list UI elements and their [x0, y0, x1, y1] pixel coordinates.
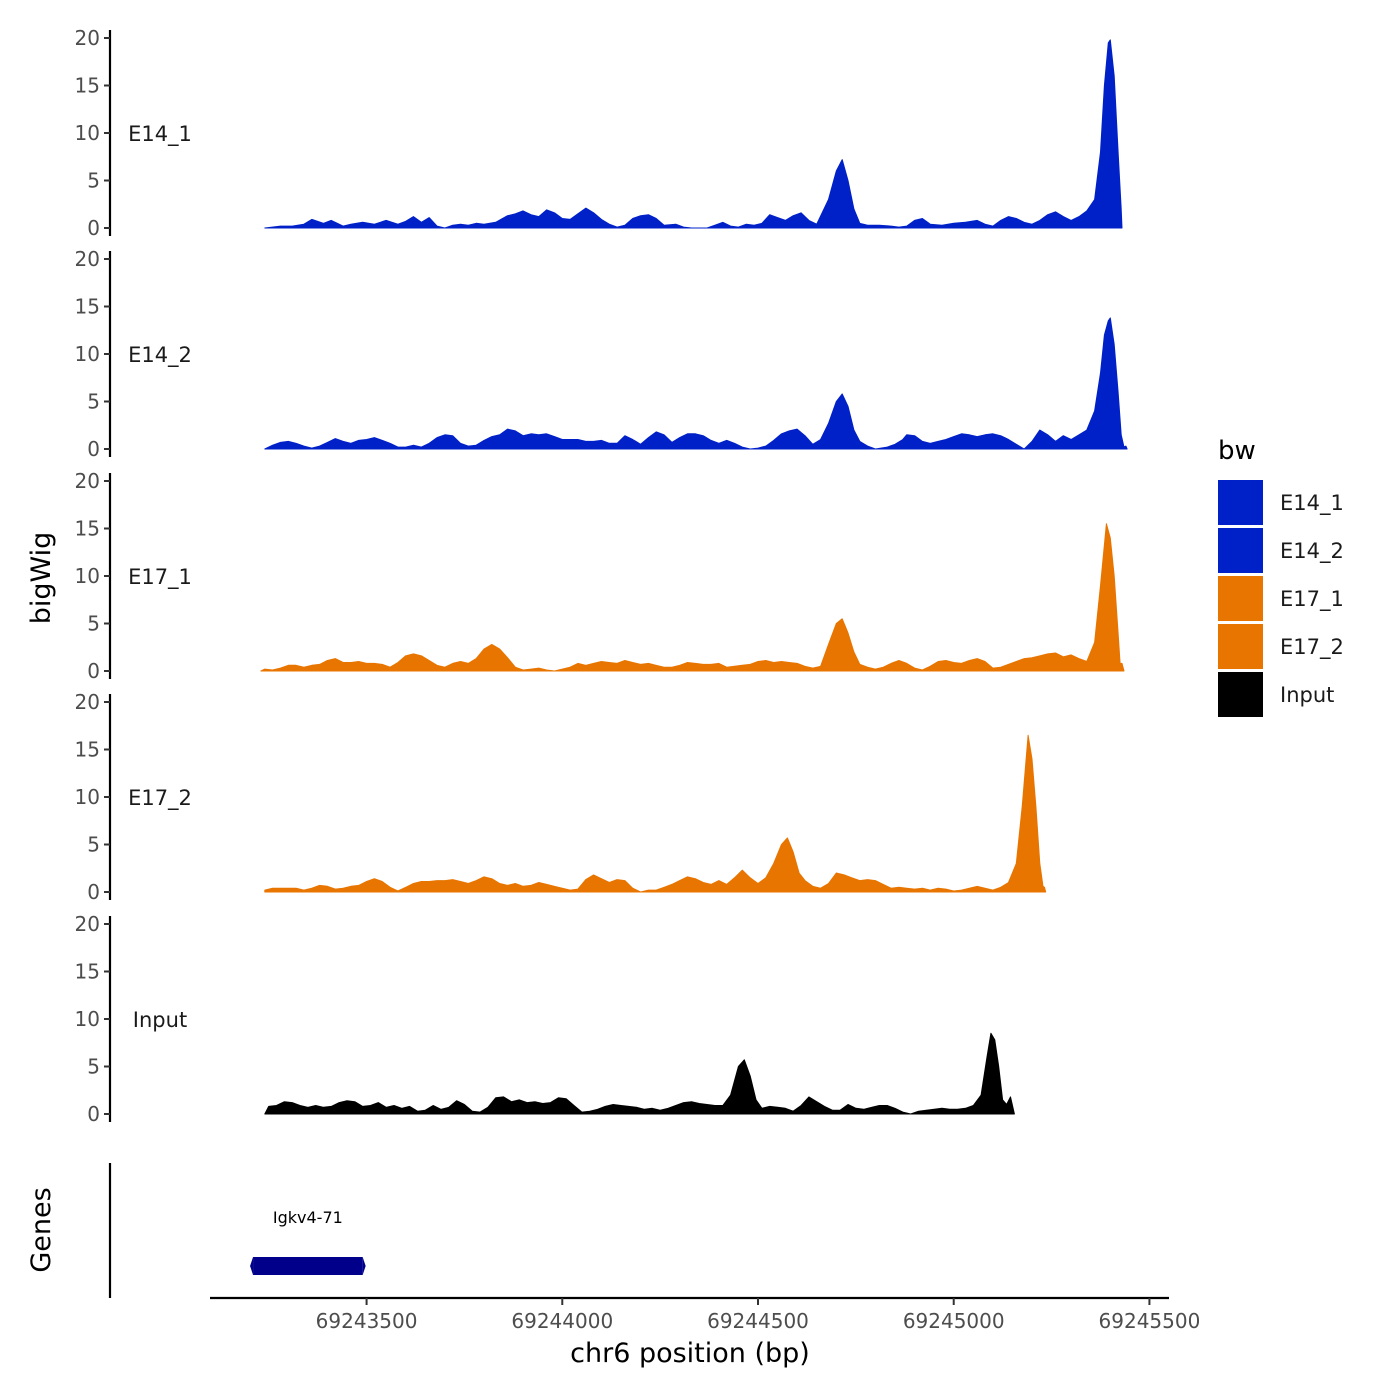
y-tick-label: 0	[87, 216, 100, 240]
y-tick-label: 10	[75, 1007, 100, 1031]
y-tick-label: 0	[87, 880, 100, 904]
x-axis: chr6 position (bp) 69243500 69244000 69244…	[210, 1296, 1201, 1369]
legend-swatch-e17-2	[1218, 624, 1263, 669]
gene-label: Igkv4-71	[273, 1208, 343, 1227]
y-tick-label: 0	[87, 1102, 100, 1126]
x-tick-label: 69243500	[316, 1309, 418, 1333]
legend-label-e14-1: E14_1	[1280, 491, 1344, 516]
track-e17-1: 0 5 10 15 20 E17_1	[75, 469, 1125, 683]
y-tick-label: 10	[75, 785, 100, 809]
signal-area-e17-1	[260, 523, 1125, 672]
y-tick-label: 20	[75, 469, 100, 493]
gene-end-left	[250, 1257, 254, 1275]
y-tick-label: 20	[75, 690, 100, 714]
y-tick-label: 20	[75, 26, 100, 50]
legend-label-input: Input	[1280, 683, 1334, 707]
track-e17-2: 0 5 10 15 20 E17_2	[75, 690, 1047, 904]
legend-swatch-e14-1	[1218, 480, 1263, 525]
track-e14-2: 0 5 10 15 20 E14_2	[75, 247, 1128, 461]
legend-swatch-e17-1	[1218, 576, 1263, 621]
y-tick-label: 15	[75, 960, 100, 984]
y-tick-label: 5	[87, 169, 100, 193]
x-tick-label: 69245500	[1099, 1309, 1201, 1333]
signal-area-e14-2	[264, 317, 1128, 450]
y-tick-label: 15	[75, 738, 100, 762]
y-tick-label: 10	[75, 564, 100, 588]
genes-track-title: Genes	[26, 1187, 57, 1272]
gene-end-right	[362, 1257, 366, 1275]
track-label: E17_1	[128, 565, 192, 590]
x-tick-label: 69244000	[511, 1309, 613, 1333]
genes-track: Genes Igkv4-71	[26, 1163, 366, 1298]
signal-area-e17-2	[264, 734, 1047, 893]
track-e14-1: 0 5 10 15 20 E14_1	[75, 26, 1123, 240]
x-axis-title: chr6 position (bp)	[570, 1338, 810, 1369]
y-tick-label: 5	[87, 390, 100, 414]
x-tick-label: 69245000	[903, 1309, 1005, 1333]
y-tick-label: 20	[75, 912, 100, 936]
y-tick-label: 20	[75, 247, 100, 271]
signal-area-input	[264, 1032, 1015, 1115]
y-tick-label: 10	[75, 342, 100, 366]
y-tick-label: 10	[75, 121, 100, 145]
legend-swatch-input	[1218, 672, 1263, 717]
tracks-layer: 05101520E14_105101520E14_205101520E17_10…	[75, 26, 1128, 1126]
track-label: Input	[133, 1008, 187, 1032]
genes-layer: Igkv4-71	[250, 1208, 366, 1275]
legend: bw E14_1 E14_2 E17_1 E17_2 Input	[1218, 436, 1344, 717]
y-tick-label: 0	[87, 659, 100, 683]
signal-area-e14-1	[264, 39, 1123, 229]
y-tick-label: 0	[87, 437, 100, 461]
y-tick-label: 15	[75, 74, 100, 98]
gene-igkv4-71: Igkv4-71	[250, 1208, 366, 1275]
y-axis-title: bigWig	[26, 532, 57, 625]
legend-label-e17-1: E17_1	[1280, 587, 1344, 612]
gene-body	[253, 1257, 363, 1275]
y-tick-label: 5	[87, 612, 100, 636]
track-label: E17_2	[128, 786, 192, 811]
track-input: 0 5 10 15 20 Input	[75, 912, 1015, 1126]
y-tick-label: 5	[87, 833, 100, 857]
track-label: E14_1	[128, 122, 192, 147]
legend-label-e17-2: E17_2	[1280, 635, 1344, 660]
legend-label-e14-2: E14_2	[1280, 539, 1344, 564]
track-label: E14_2	[128, 343, 192, 368]
y-tick-label: 5	[87, 1055, 100, 1079]
x-tick-label: 69244500	[707, 1309, 809, 1333]
y-tick-label: 15	[75, 295, 100, 319]
legend-swatch-e14-2	[1218, 528, 1263, 573]
y-tick-label: 15	[75, 517, 100, 541]
legend-title: bw	[1218, 436, 1256, 466]
